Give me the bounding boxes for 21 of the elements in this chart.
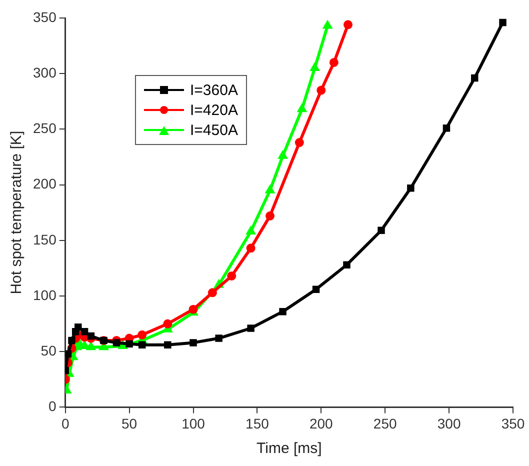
- x-tick-label: 150: [246, 415, 270, 432]
- legend-label: I=420A: [190, 102, 238, 118]
- x-tick-label: 250: [373, 415, 397, 432]
- x-tick-label: 50: [122, 415, 138, 432]
- y-tick-label: 50: [40, 342, 57, 358]
- y-tick-label: 350: [33, 8, 57, 25]
- legend-label: I=360A: [190, 82, 238, 98]
- x-tick-label: 200: [309, 415, 334, 432]
- y-tick-label: 300: [33, 64, 57, 80]
- x-tick-label: 300: [437, 415, 461, 432]
- y-tick-label: 0: [48, 398, 57, 414]
- x-tick-label: 350: [501, 415, 525, 432]
- x-tick-label: 100: [182, 415, 206, 432]
- x-tick-label: 0: [61, 415, 70, 432]
- x-axis-title: Time [ms]: [256, 440, 322, 458]
- legend-label: I=450A: [190, 122, 238, 138]
- y-axis-title: Hot spot temperature [K]: [8, 130, 26, 294]
- y-tick-label: 200: [33, 176, 57, 192]
- y-tick-label: 100: [33, 286, 57, 303]
- y-tick-label: 250: [33, 120, 57, 136]
- y-tick-label: 150: [33, 231, 57, 248]
